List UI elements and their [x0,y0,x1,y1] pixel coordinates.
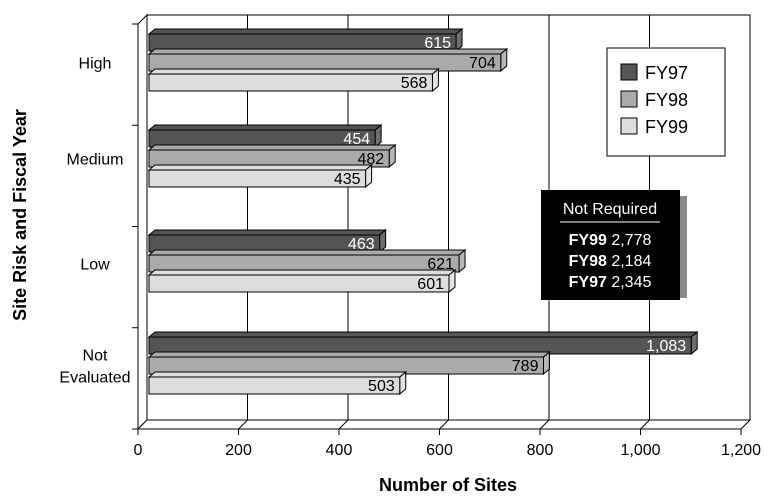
bar-fy99 [148,169,367,188]
side-wall [137,13,148,431]
not-required-box: Not Required FY99 2,778 FY98 2,184 FY97 2,3… [541,190,687,300]
y-axis: High Medium Low Not Evaluated [59,23,138,430]
category-label: High [79,56,112,73]
bar-top [147,144,397,151]
x-tick-label: 400 [326,442,353,459]
category-label: Evaluated [59,370,130,387]
x-axis-title: Number of Sites [379,475,517,495]
bar-top [147,351,551,358]
category-label: Not [83,348,108,365]
bar-fy99 [148,73,433,92]
inset-box [541,190,680,300]
category-label: Medium [67,152,124,169]
bar-value-label: 704 [469,55,496,72]
bar-fy97 [148,336,692,355]
legend-label: FY97 [645,63,688,83]
bar-value-label: 621 [427,256,454,273]
bar-fy98 [148,356,544,375]
bar-fy98 [148,254,460,273]
category-label: Low [80,257,110,274]
x-tick-label: 0 [134,442,143,459]
x-tick-label: 1,200 [721,442,761,459]
legend-swatch [620,117,638,135]
bar-value-label: 503 [368,378,395,395]
legend-label: FY99 [645,117,688,137]
bar-fy98 [148,149,390,168]
bar-value-label: 601 [417,276,444,293]
inset-title: Not Required [563,201,657,218]
x-tick-label: 800 [527,442,554,459]
gridline-floor [238,419,248,430]
gridline-floor [338,419,349,430]
x-axis: 0 200 400 600 800 1,000 1,200 [134,429,761,459]
gridline-floor [640,419,650,430]
bar-value-label: 435 [334,171,361,188]
bar-top [147,28,464,35]
bar-top [147,249,467,256]
bar-top [147,164,373,171]
legend-label: FY98 [645,90,688,110]
bar-value-label: 463 [348,236,375,253]
bar-top [147,68,440,75]
bar-value-label: 482 [358,151,385,168]
bar-value-label: 789 [512,358,539,375]
bar-value-label: 568 [401,75,428,92]
bar-fy97 [148,129,376,148]
bar-fy98 [148,53,502,72]
bar-fy97 [148,234,381,253]
bar-fy99 [148,376,401,395]
bar-top [147,331,699,338]
gridline-floor [539,419,550,430]
bars: 615 704 568 454 482 435 463 621 601 1,083 789 503 [147,27,699,396]
inset-row: FY97 2,345 [569,274,652,291]
x-tick-label: 200 [225,442,252,459]
bar-value-label: 454 [343,131,370,148]
gridline-floor [439,419,449,430]
bar-value-label: 615 [424,35,451,52]
inset-row: FY98 2,184 [569,253,652,270]
bar-top [147,229,388,236]
bar-fy97 [148,33,457,52]
bar-top [147,371,408,378]
legend-swatch [620,90,638,108]
x-tick-label: 1,000 [620,442,660,459]
bar-fy99 [148,274,450,293]
x-tick-label: 600 [426,442,453,459]
bar-value-label: 1,083 [646,338,686,355]
bar-top [147,269,457,276]
bar-top [147,124,383,131]
legend: FY97 FY98 FY99 [606,47,726,157]
legend-swatch [620,63,638,81]
inset-row: FY99 2,778 [569,232,652,249]
y-axis-title: Site Risk and Fiscal Year [10,109,30,321]
bar-top [147,48,509,55]
